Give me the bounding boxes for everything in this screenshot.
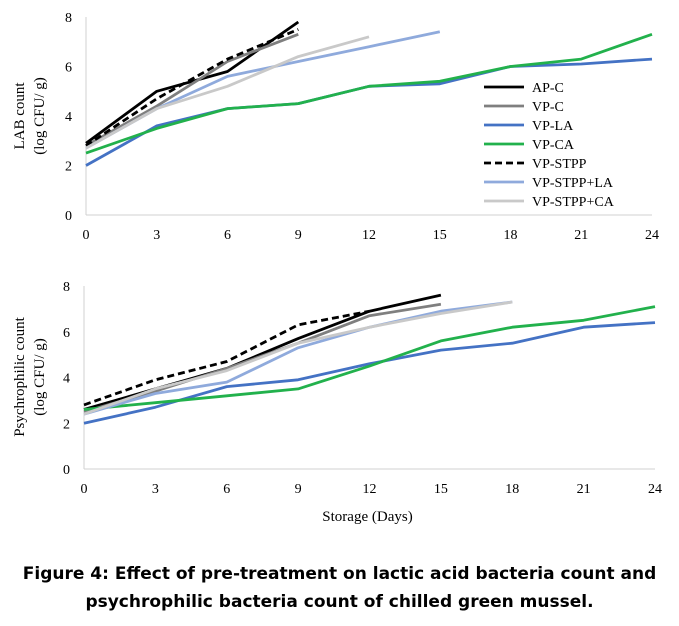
series-line-vp-c — [85, 32, 299, 147]
x-tick-label: 18 — [505, 482, 519, 497]
legend-label-vp-stpp-plus-la: VP-STPP+LA — [532, 176, 614, 191]
series-line-vp-stpp-plus-la — [83, 300, 513, 416]
y-axis-label: LAB count — [12, 82, 28, 150]
legend: AP-C VP-C VP-LA VP-CA VP-STPP VP-STPP+LA VP-ST… — [484, 81, 615, 210]
series-line-vp-stpp — [85, 28, 299, 147]
x-tick-label: 15 — [434, 482, 448, 497]
legend-label-vp-ca: VP-CA — [532, 138, 575, 153]
x-tick-label: 6 — [223, 482, 230, 497]
x-tick-label: 0 — [83, 228, 90, 243]
x-tick-label: 24 — [648, 482, 662, 497]
series-line-vp-stpp — [83, 309, 370, 407]
legend-label-vp-stpp: VP-STPP — [532, 157, 587, 172]
x-tick-label: 9 — [295, 228, 302, 243]
y-tick-label: 4 — [63, 372, 70, 387]
x-tick-label: 9 — [295, 482, 302, 497]
y-tick-label: 8 — [65, 11, 72, 26]
y-axis-label: (log CFU/ g) — [32, 77, 48, 155]
y-tick-label: 0 — [65, 209, 72, 224]
y-tick-label: 0 — [63, 463, 70, 478]
y-tick-label: 8 — [63, 280, 70, 295]
legend-label-vp-stpp-plus-ca: VP-STPP+CA — [532, 195, 615, 210]
x-axis-label: Storage (Days) — [322, 509, 412, 525]
x-tick-label: 12 — [363, 482, 377, 497]
x-tick-label: 21 — [577, 482, 591, 497]
y-tick-label: 2 — [65, 160, 72, 175]
y-axis-label: (log CFU/ g) — [32, 338, 48, 416]
x-tick-label: 3 — [152, 482, 159, 497]
caption-line-1: Figure 4: Effect of pre-treatment on lac… — [22, 564, 657, 584]
series-line-vp-ca — [83, 305, 656, 411]
x-tick-label: 15 — [433, 228, 447, 243]
x-tick-label: 21 — [574, 228, 588, 243]
x-tick-label: 12 — [362, 228, 376, 243]
x-tick-label: 18 — [504, 228, 518, 243]
y-tick-label: 6 — [63, 326, 70, 341]
x-tick-label: 6 — [224, 228, 231, 243]
x-tick-label: 0 — [81, 482, 88, 497]
series-line-vp-stpp-plus-ca — [83, 300, 513, 416]
y-tick-label: 4 — [65, 110, 72, 125]
legend-label-vp-c: VP-C — [532, 100, 564, 115]
series-line-vp-ca — [85, 32, 653, 155]
y-tick-label: 2 — [63, 417, 70, 432]
x-tick-label: 24 — [645, 228, 659, 243]
caption-line-2: psychrophilic bacteria count of chilled … — [85, 592, 594, 612]
x-tick-label: 3 — [153, 228, 160, 243]
y-tick-label: 6 — [65, 61, 72, 76]
y-axis-label: Psychrophilic count — [12, 316, 28, 436]
legend-label-ap-c: AP-C — [532, 81, 564, 96]
legend-label-vp-la: VP-LA — [532, 119, 574, 134]
figure-caption: Figure 4: Effect of pre-treatment on lac… — [0, 560, 679, 616]
series-line-vp-la — [83, 321, 656, 425]
series-line-vp-stpp-plus-ca — [85, 35, 370, 150]
